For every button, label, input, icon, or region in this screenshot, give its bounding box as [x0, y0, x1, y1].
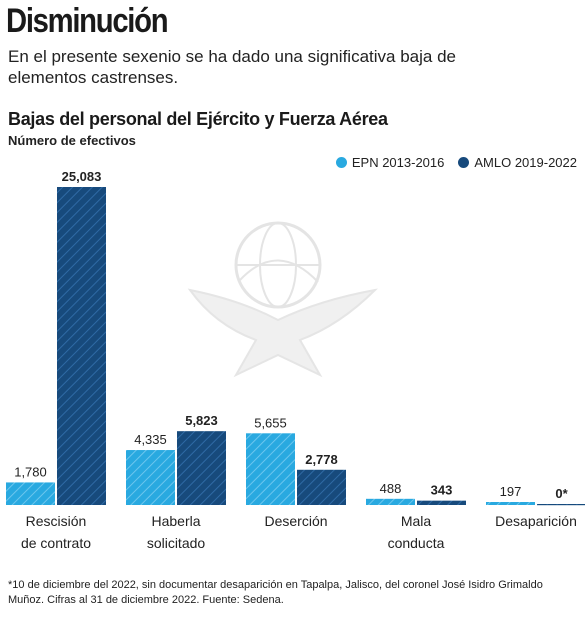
legend-swatch-amlo: [458, 157, 470, 168]
bar-amlo-1: [177, 431, 226, 505]
bar-amlo-4: [537, 504, 585, 505]
intro-text: En el presente sexenio se ha dado una si…: [8, 47, 456, 87]
legend-label-epn: EPN 2013-2016: [351, 155, 445, 170]
category-label-2-0: Deserción: [264, 513, 327, 529]
bar-amlo-2: [297, 469, 346, 505]
bar-epn-2: [246, 433, 295, 505]
headline: Disminución: [6, 2, 169, 40]
category-labels-layer: Rescisión de contrato Haberla solicitado Des…: [21, 513, 577, 551]
bar-chart: 1,780 25,083 4,335 5,823 5,655 2,778 488 343 197…: [6, 169, 585, 551]
bars-layer: [6, 187, 585, 506]
legend-item-amlo: AMLO 2019-2022: [458, 155, 577, 170]
legend-label-amlo: AMLO 2019-2022: [474, 155, 577, 170]
legend-item-epn: EPN 2013-2016: [335, 155, 445, 170]
category-label-0-1: de contrato: [21, 535, 91, 551]
value-label-epn-4: 197: [500, 484, 522, 499]
chart-title: Bajas del personal del Ejército y Fuerza…: [8, 109, 388, 129]
category-label-1-0: Haberla: [151, 513, 200, 529]
legend: EPN 2013-2016 AMLO 2019-2022: [335, 155, 577, 170]
bar-epn-0: [6, 482, 55, 505]
category-label-0-0: Rescisión: [26, 513, 87, 529]
value-label-epn-3: 488: [380, 481, 402, 496]
value-label-amlo-2: 2,778: [305, 452, 338, 467]
bar-epn-1: [126, 450, 175, 505]
bar-amlo-3: [417, 500, 466, 505]
category-label-3-1: conducta: [388, 535, 445, 551]
footnote: *10 de diciembre del 2022, sin documenta…: [8, 579, 543, 606]
value-label-amlo-0: 25,083: [62, 169, 102, 184]
value-label-epn-0: 1,780: [14, 464, 47, 479]
bar-epn-4: [486, 502, 535, 505]
legend-swatch-epn: [335, 157, 347, 168]
bar-epn-3: [366, 498, 415, 505]
category-label-4-0: Desaparición: [495, 513, 577, 529]
chart-subtitle: Número de efectivos: [8, 133, 136, 148]
eagle-watermark-icon: [187, 221, 378, 378]
value-label-epn-1: 4,335: [134, 432, 167, 447]
value-label-amlo-3: 343: [431, 483, 453, 498]
value-labels-layer: 1,780 25,083 4,335 5,823 5,655 2,778 488 343 197…: [14, 169, 568, 501]
value-label-epn-2: 5,655: [254, 415, 287, 430]
bar-baseline-4: [537, 504, 585, 506]
value-label-amlo-4: 0*: [555, 486, 568, 501]
category-label-1-1: solicitado: [147, 535, 206, 551]
bar-amlo-0: [57, 187, 106, 505]
value-label-amlo-1: 5,823: [185, 413, 218, 428]
category-label-3-0: Mala: [401, 513, 432, 529]
